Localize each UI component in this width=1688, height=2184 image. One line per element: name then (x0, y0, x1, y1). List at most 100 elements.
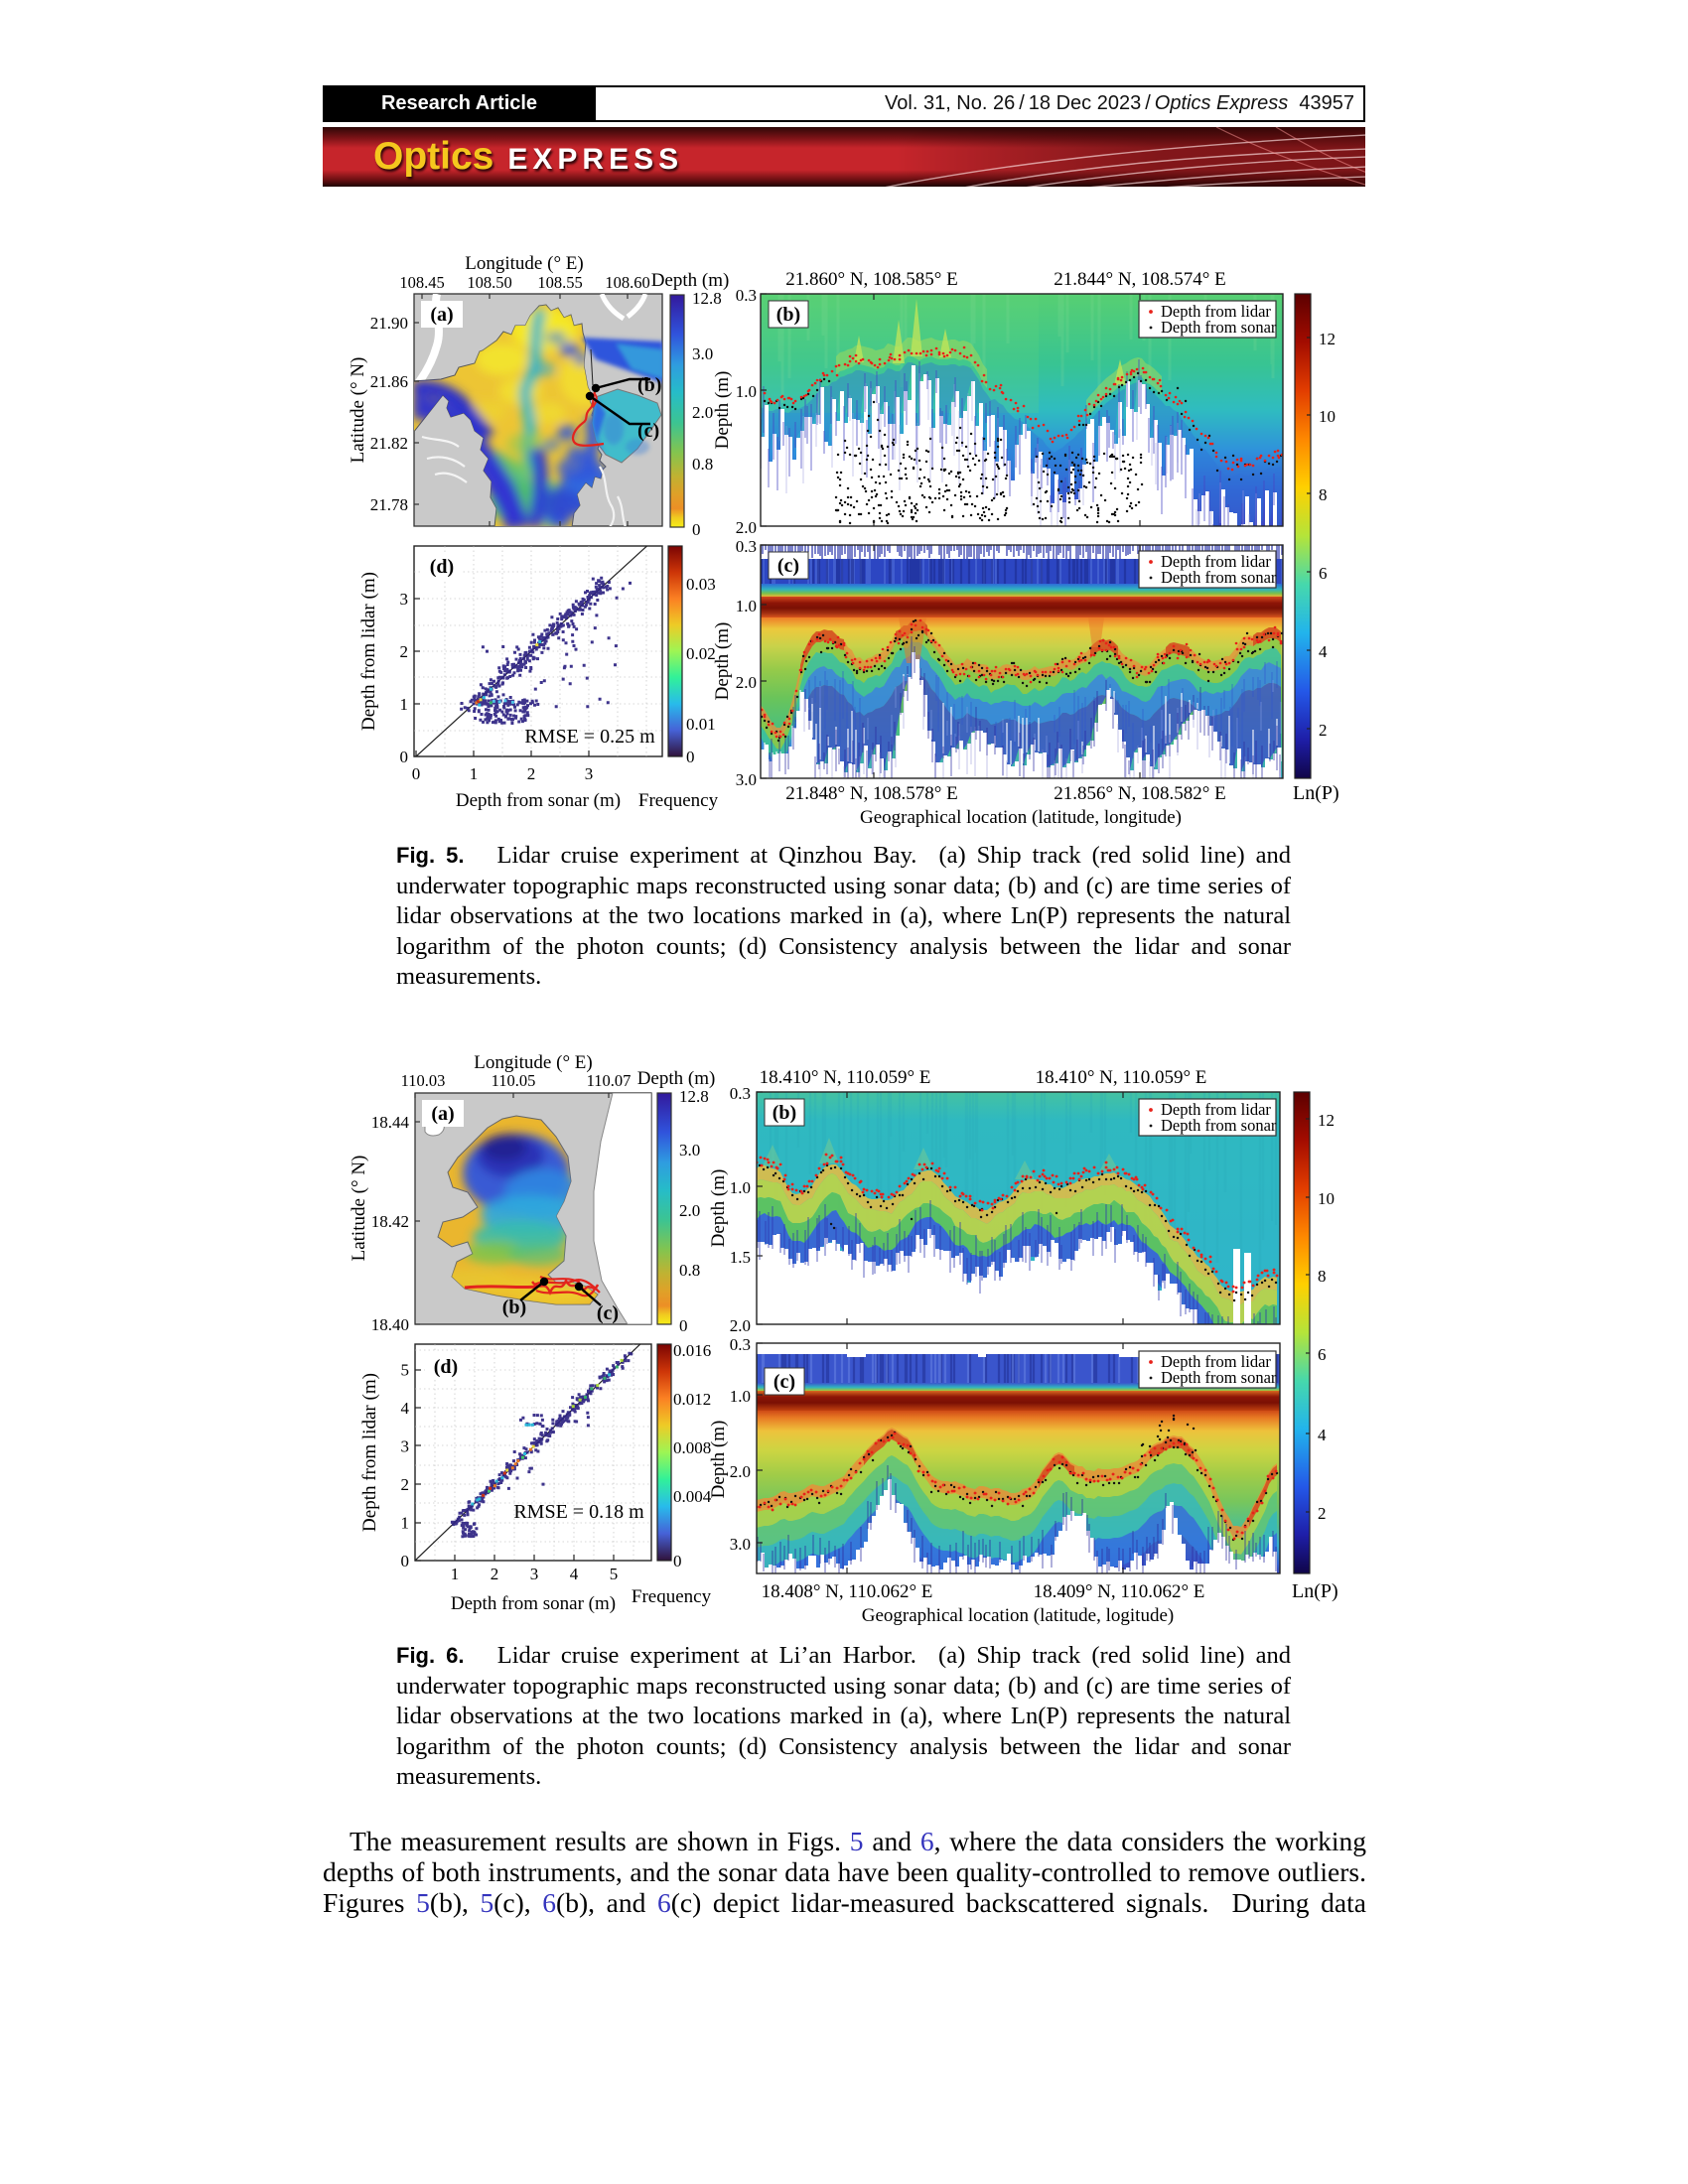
svg-text:21.848° N, 108.578° E: 21.848° N, 108.578° E (785, 783, 958, 804)
svg-text:Depth (m): Depth (m) (708, 1421, 729, 1499)
svg-text:Ln(P): Ln(P) (1293, 782, 1339, 804)
svg-text:(c): (c) (597, 1302, 619, 1324)
svg-text:(b): (b) (776, 304, 800, 326)
svg-text:1.0: 1.0 (736, 382, 757, 401)
svg-text:3: 3 (585, 764, 594, 783)
svg-text:4: 4 (570, 1565, 579, 1583)
svg-text:(d): (d) (430, 556, 454, 578)
svg-text:Depth from sonar (m): Depth from sonar (m) (456, 790, 621, 811)
svg-text:3.0: 3.0 (679, 1141, 700, 1160)
svg-text:RMSE = 0.25 m: RMSE = 0.25 m (524, 726, 655, 748)
svg-text:Depth from lidar: Depth from lidar (1161, 1100, 1271, 1119)
svg-text:Depth (m): Depth (m) (708, 1169, 729, 1248)
svg-text:0: 0 (401, 1552, 410, 1570)
svg-text:2: 2 (527, 764, 536, 783)
svg-text:108.55: 108.55 (537, 273, 582, 292)
svg-text:Depth (m): Depth (m) (712, 371, 733, 450)
svg-text:2: 2 (400, 642, 409, 661)
svg-text:0.3: 0.3 (736, 537, 757, 556)
svg-text:10: 10 (1318, 1189, 1335, 1208)
svg-text:0: 0 (692, 520, 701, 539)
svg-text:0: 0 (400, 748, 409, 766)
svg-text:110.07: 110.07 (587, 1071, 632, 1090)
svg-text:2.0: 2.0 (730, 1316, 751, 1335)
svg-text:0.02: 0.02 (686, 644, 716, 663)
svg-text:10: 10 (1319, 407, 1336, 426)
svg-text:(c): (c) (637, 420, 659, 442)
svg-text:Depth from lidar: Depth from lidar (1161, 302, 1271, 321)
svg-text:Geographical location (latitud: Geographical location (latitude, logitud… (862, 1605, 1174, 1626)
svg-text:12: 12 (1318, 1111, 1335, 1130)
svg-text:0.004: 0.004 (673, 1487, 712, 1506)
svg-text:(d): (d) (434, 1356, 458, 1378)
svg-text:Longitude (° E): Longitude (° E) (474, 1052, 592, 1073)
svg-text:Depth from sonar (m): Depth from sonar (m) (451, 1593, 616, 1614)
svg-text:6: 6 (1318, 1345, 1327, 1364)
svg-text:0.01: 0.01 (686, 715, 716, 734)
svg-text:Depth from lidar (m): Depth from lidar (m) (358, 572, 379, 731)
svg-text:0.016: 0.016 (673, 1341, 711, 1360)
svg-text:4: 4 (1318, 1426, 1327, 1444)
svg-text:Depth from lidar (m): Depth from lidar (m) (359, 1373, 380, 1532)
svg-text:0.3: 0.3 (736, 286, 757, 305)
svg-text:2.0: 2.0 (736, 518, 757, 537)
svg-text:18.44: 18.44 (371, 1113, 410, 1132)
svg-text:5: 5 (401, 1361, 410, 1380)
svg-text:21.844° N, 108.574° E: 21.844° N, 108.574° E (1054, 269, 1226, 290)
svg-text:2.0: 2.0 (679, 1201, 700, 1220)
svg-text:0: 0 (686, 748, 695, 766)
svg-text:18.408° N, 110.062° E: 18.408° N, 110.062° E (762, 1581, 933, 1602)
svg-text:0.3: 0.3 (730, 1084, 751, 1103)
svg-text:0.8: 0.8 (679, 1261, 700, 1280)
svg-text:2: 2 (401, 1475, 410, 1494)
svg-text:Depth from sonar: Depth from sonar (1161, 1116, 1277, 1135)
svg-text:Latitude (° N): Latitude (° N) (349, 1156, 369, 1262)
svg-text:Depth from lidar: Depth from lidar (1161, 1352, 1271, 1371)
svg-text:0.8: 0.8 (692, 455, 713, 474)
svg-text:0: 0 (412, 764, 421, 783)
svg-text:2: 2 (1319, 721, 1328, 740)
svg-text:110.05: 110.05 (492, 1071, 536, 1090)
svg-text:21.90: 21.90 (370, 314, 408, 333)
svg-text:2.0: 2.0 (730, 1462, 751, 1481)
svg-text:6: 6 (1319, 564, 1328, 583)
svg-text:Frequency: Frequency (632, 1586, 712, 1607)
svg-text:1.5: 1.5 (730, 1248, 751, 1267)
svg-text:Frequency: Frequency (638, 790, 719, 811)
svg-text:0.3: 0.3 (730, 1335, 751, 1354)
svg-text:Depth from lidar: Depth from lidar (1161, 552, 1271, 571)
svg-text:3.0: 3.0 (736, 770, 757, 789)
svg-text:18.410° N, 110.059° E: 18.410° N, 110.059° E (760, 1067, 931, 1088)
svg-text:3.0: 3.0 (730, 1535, 751, 1554)
svg-text:RMSE = 0.18 m: RMSE = 0.18 m (513, 1501, 644, 1523)
svg-text:(a): (a) (430, 304, 453, 326)
svg-text:3: 3 (530, 1565, 539, 1583)
svg-text:Depth (m): Depth (m) (651, 270, 730, 291)
svg-text:110.03: 110.03 (401, 1071, 446, 1090)
svg-text:8: 8 (1319, 485, 1328, 504)
svg-text:0: 0 (673, 1552, 682, 1570)
svg-text:21.78: 21.78 (370, 495, 408, 514)
svg-text:2: 2 (491, 1565, 499, 1583)
svg-text:0.008: 0.008 (673, 1438, 711, 1457)
svg-text:Depth (m): Depth (m) (637, 1068, 716, 1089)
svg-text:21.856° N, 108.582° E: 21.856° N, 108.582° E (1054, 783, 1226, 804)
svg-text:3: 3 (400, 590, 409, 609)
svg-text:18.40: 18.40 (371, 1315, 409, 1334)
svg-text:1.0: 1.0 (730, 1387, 751, 1406)
svg-text:21.860° N, 108.585° E: 21.860° N, 108.585° E (785, 269, 958, 290)
svg-text:(b): (b) (502, 1297, 526, 1318)
svg-text:Depth (m): Depth (m) (712, 622, 733, 701)
svg-text:2.0: 2.0 (692, 403, 713, 422)
svg-text:Depth from sonar: Depth from sonar (1161, 568, 1277, 587)
svg-text:18.409° N, 110.062° E: 18.409° N, 110.062° E (1034, 1581, 1205, 1602)
svg-text:0.012: 0.012 (673, 1390, 711, 1409)
svg-text:1.0: 1.0 (736, 597, 757, 615)
svg-text:(c): (c) (774, 1371, 795, 1393)
svg-text:5: 5 (610, 1565, 619, 1583)
svg-text:2.0: 2.0 (736, 673, 757, 692)
svg-text:Ln(P): Ln(P) (1292, 1580, 1338, 1602)
svg-text:1: 1 (451, 1565, 460, 1583)
svg-text:12.8: 12.8 (692, 289, 722, 308)
svg-text:Latitude (° N): Latitude (° N) (348, 357, 368, 464)
